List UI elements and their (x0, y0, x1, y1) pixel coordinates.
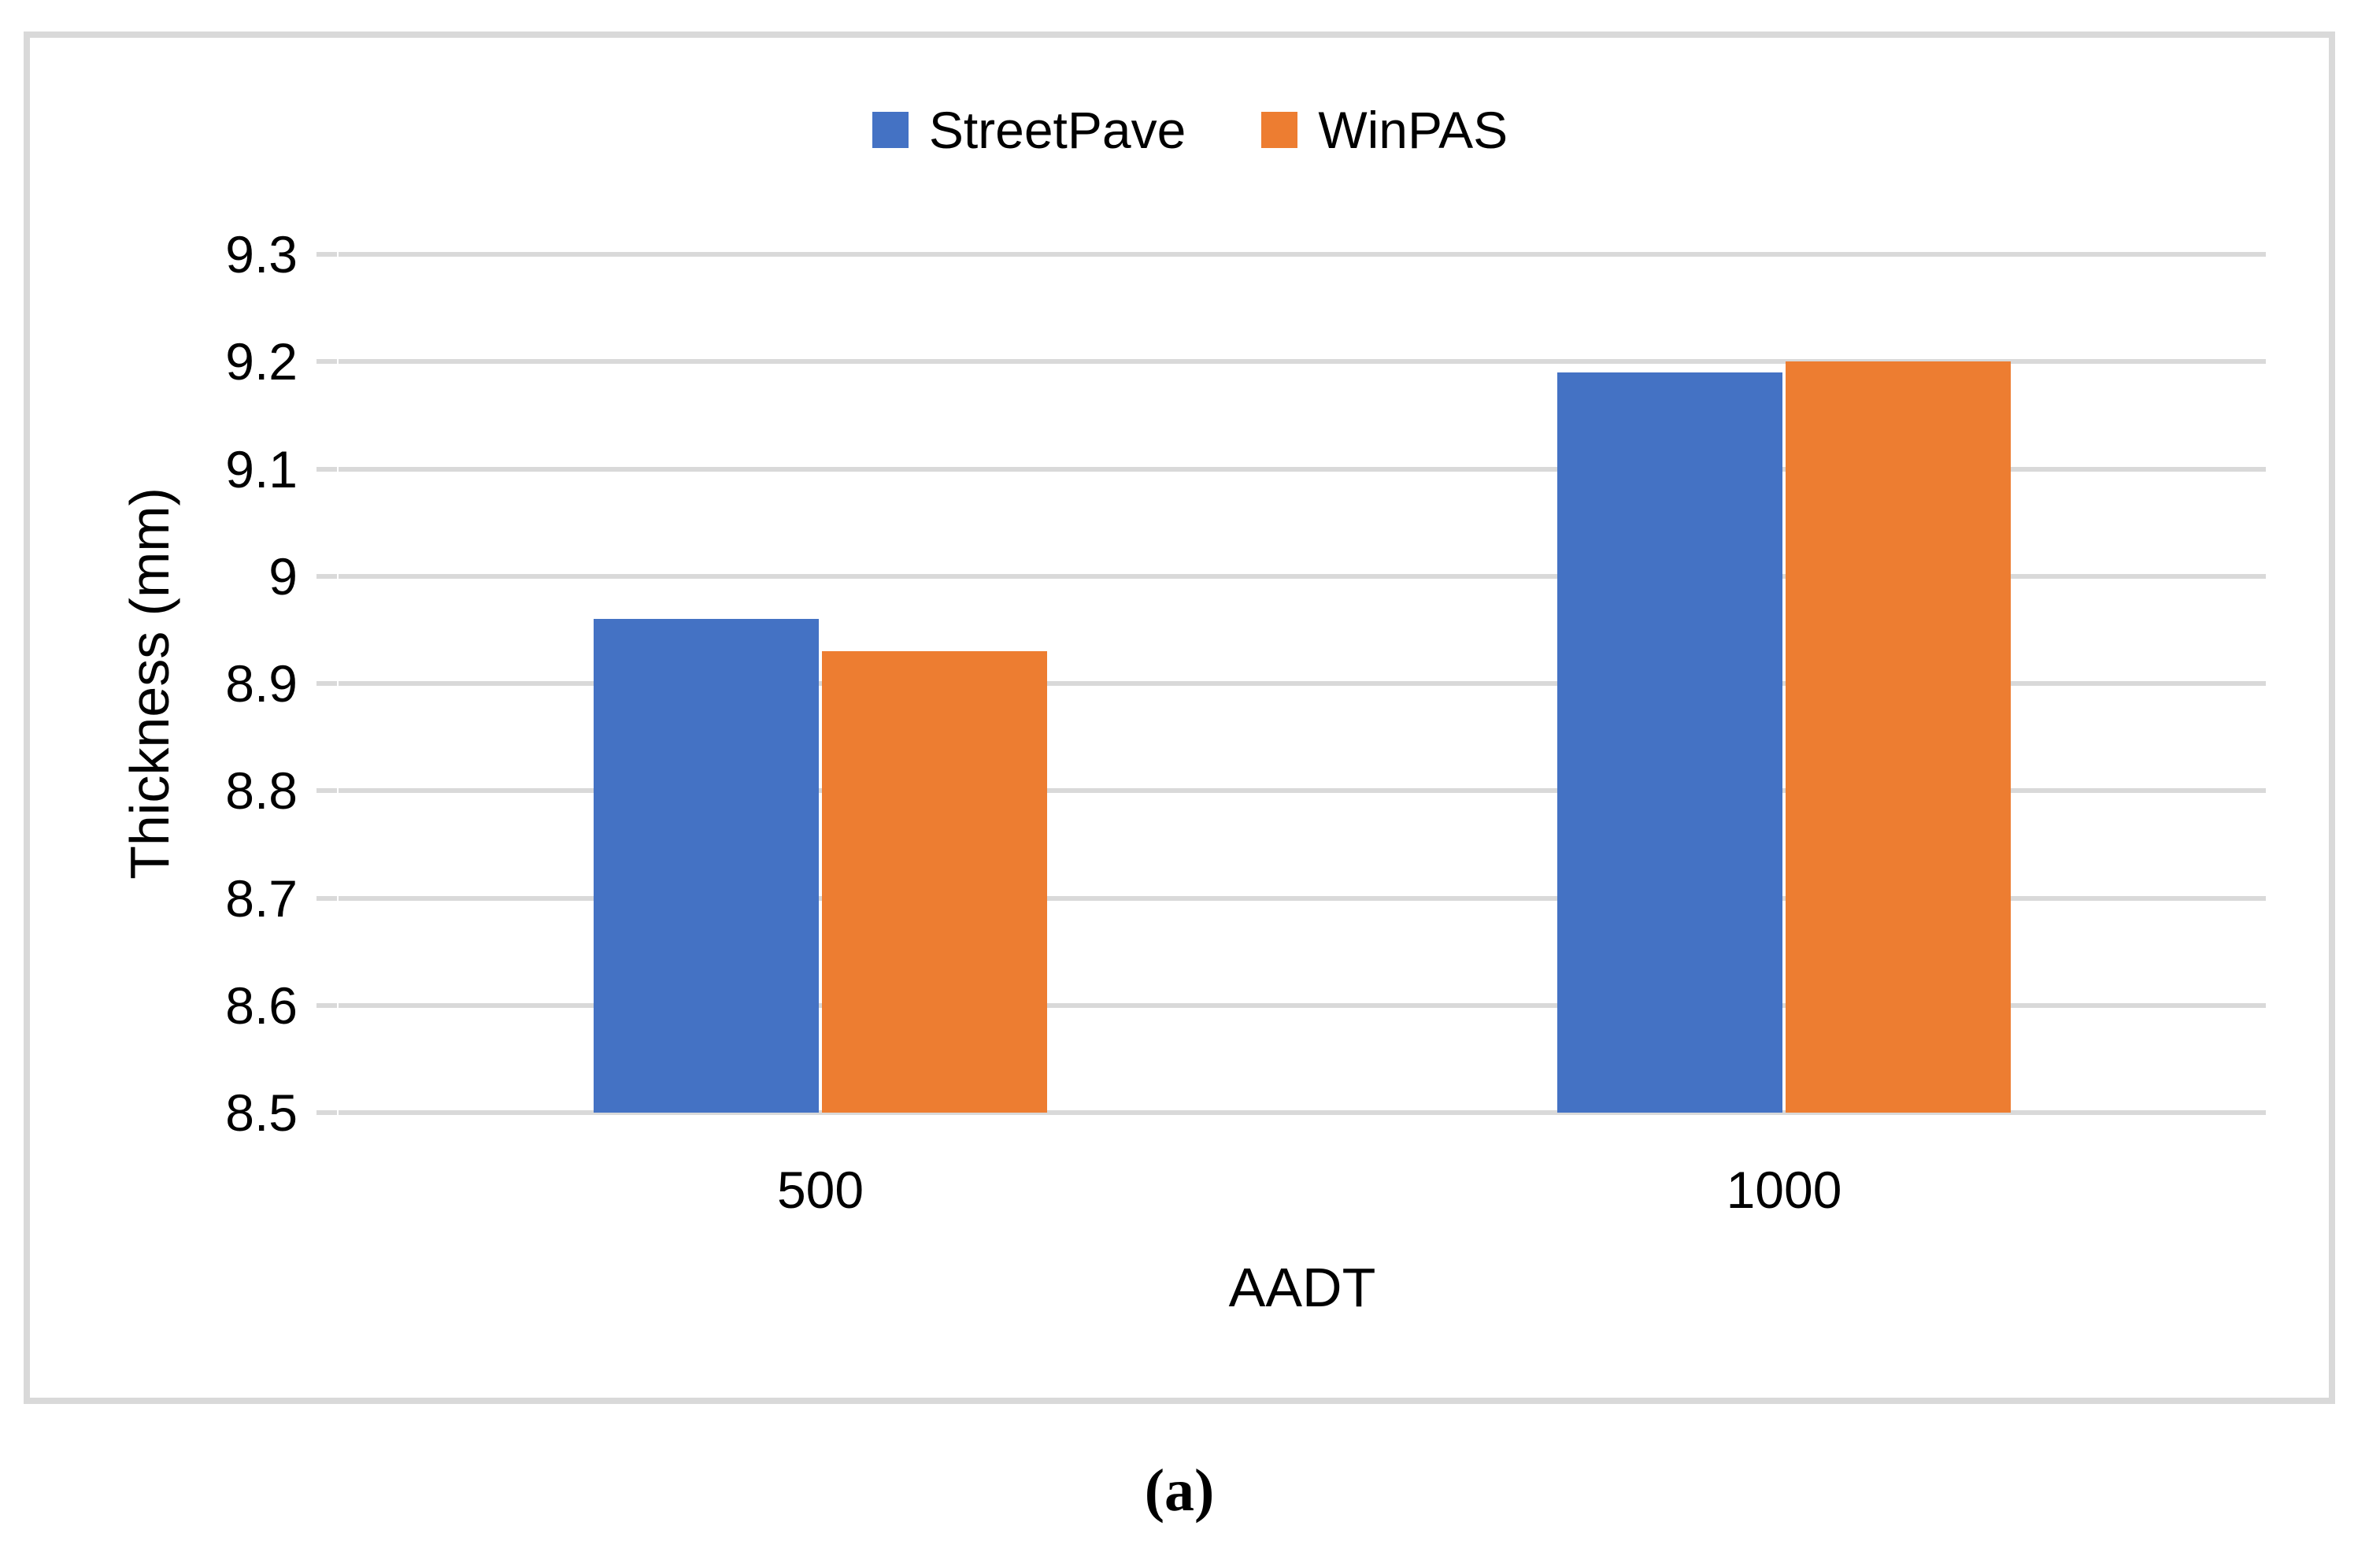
y-tick-label: 8.6 (225, 976, 298, 1035)
y-tick-label: 8.9 (225, 654, 298, 713)
gridline (339, 252, 2266, 257)
gridline (339, 788, 2266, 794)
legend-label: StreetPave (928, 101, 1186, 159)
y-tick-label: 8.5 (225, 1083, 298, 1142)
y-tick-label: 8.8 (225, 761, 298, 820)
chart-legend: StreetPave WinPAS (0, 94, 2380, 165)
y-tick-label: 9 (268, 546, 298, 606)
y-axis-tick (316, 466, 337, 472)
x-axis-line (339, 1110, 2266, 1115)
y-axis-tick (316, 252, 337, 257)
gridline (339, 573, 2266, 579)
y-tick-label: 9.3 (225, 225, 298, 283)
plot-area (339, 252, 2266, 1115)
legend-label: WinPAS (1318, 101, 1508, 159)
bar-winpas-500 (822, 651, 1047, 1113)
gridline (339, 681, 2266, 686)
figure-caption: (a) (1144, 1458, 1215, 1524)
bar-streetpave-500 (594, 619, 819, 1113)
legend-swatch-icon (1261, 112, 1298, 148)
y-tick-label: 9.1 (225, 439, 298, 498)
gridline (339, 1002, 2266, 1008)
y-axis-tick (316, 359, 337, 365)
x-tick-label: 1000 (1726, 1161, 1842, 1219)
y-tick-label: 8.7 (225, 869, 298, 928)
bar-streetpave-1000 (1557, 372, 1782, 1113)
x-tick-label: 500 (776, 1161, 864, 1219)
bar-winpas-1000 (1786, 361, 2011, 1113)
y-axis-tick (316, 681, 337, 686)
y-tick-label: 9.2 (225, 332, 298, 391)
legend-item-streetpave: StreetPave (872, 104, 1186, 156)
y-axis-tick (316, 1110, 337, 1115)
y-axis-tick (316, 1002, 337, 1008)
gridline (339, 466, 2266, 472)
y-axis-tick (316, 788, 337, 794)
gridline (339, 895, 2266, 901)
legend-item-winpas: WinPAS (1261, 104, 1508, 156)
y-axis-tick (316, 573, 337, 579)
x-axis-title: AADT (1228, 1257, 1376, 1318)
gridline (339, 359, 2266, 365)
legend-swatch-icon (872, 112, 909, 148)
y-axis-tick (316, 895, 337, 901)
